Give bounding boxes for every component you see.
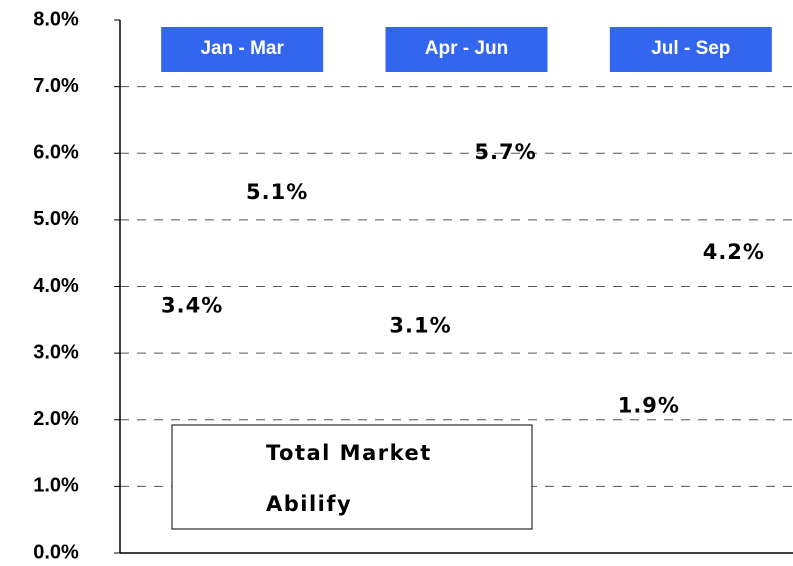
y-tick-label: 2.0%: [33, 408, 79, 430]
y-tick-label: 7.0%: [33, 75, 79, 97]
data-label: 3.4%: [161, 293, 223, 317]
y-tick-label: 4.0%: [33, 275, 79, 297]
data-label: 1.9%: [618, 393, 680, 417]
legend-box: [171, 424, 533, 530]
category-header: [161, 27, 324, 72]
y-tick-label: 5.0%: [33, 208, 79, 230]
data-label: 5.7%: [474, 140, 536, 164]
category-label: Apr - Jun: [425, 38, 508, 59]
data-label: 4.2%: [703, 240, 765, 264]
category-header: [609, 27, 772, 72]
y-tick-label: 0.0%: [33, 541, 79, 563]
y-tick-label: 3.0%: [33, 341, 79, 363]
data-label: 3.1%: [389, 313, 451, 337]
y-tick-label: 8.0%: [33, 8, 79, 30]
category-label: Jul - Sep: [651, 38, 730, 59]
data-label: 5.1%: [246, 180, 308, 204]
y-tick-label: 6.0%: [33, 142, 79, 164]
y-tick-label: 1.0%: [33, 475, 79, 497]
legend-label: Abilify: [266, 492, 352, 516]
legend-label: Total Market: [266, 441, 432, 465]
category-label: Jan - Mar: [200, 38, 284, 59]
category-header: [385, 27, 548, 72]
